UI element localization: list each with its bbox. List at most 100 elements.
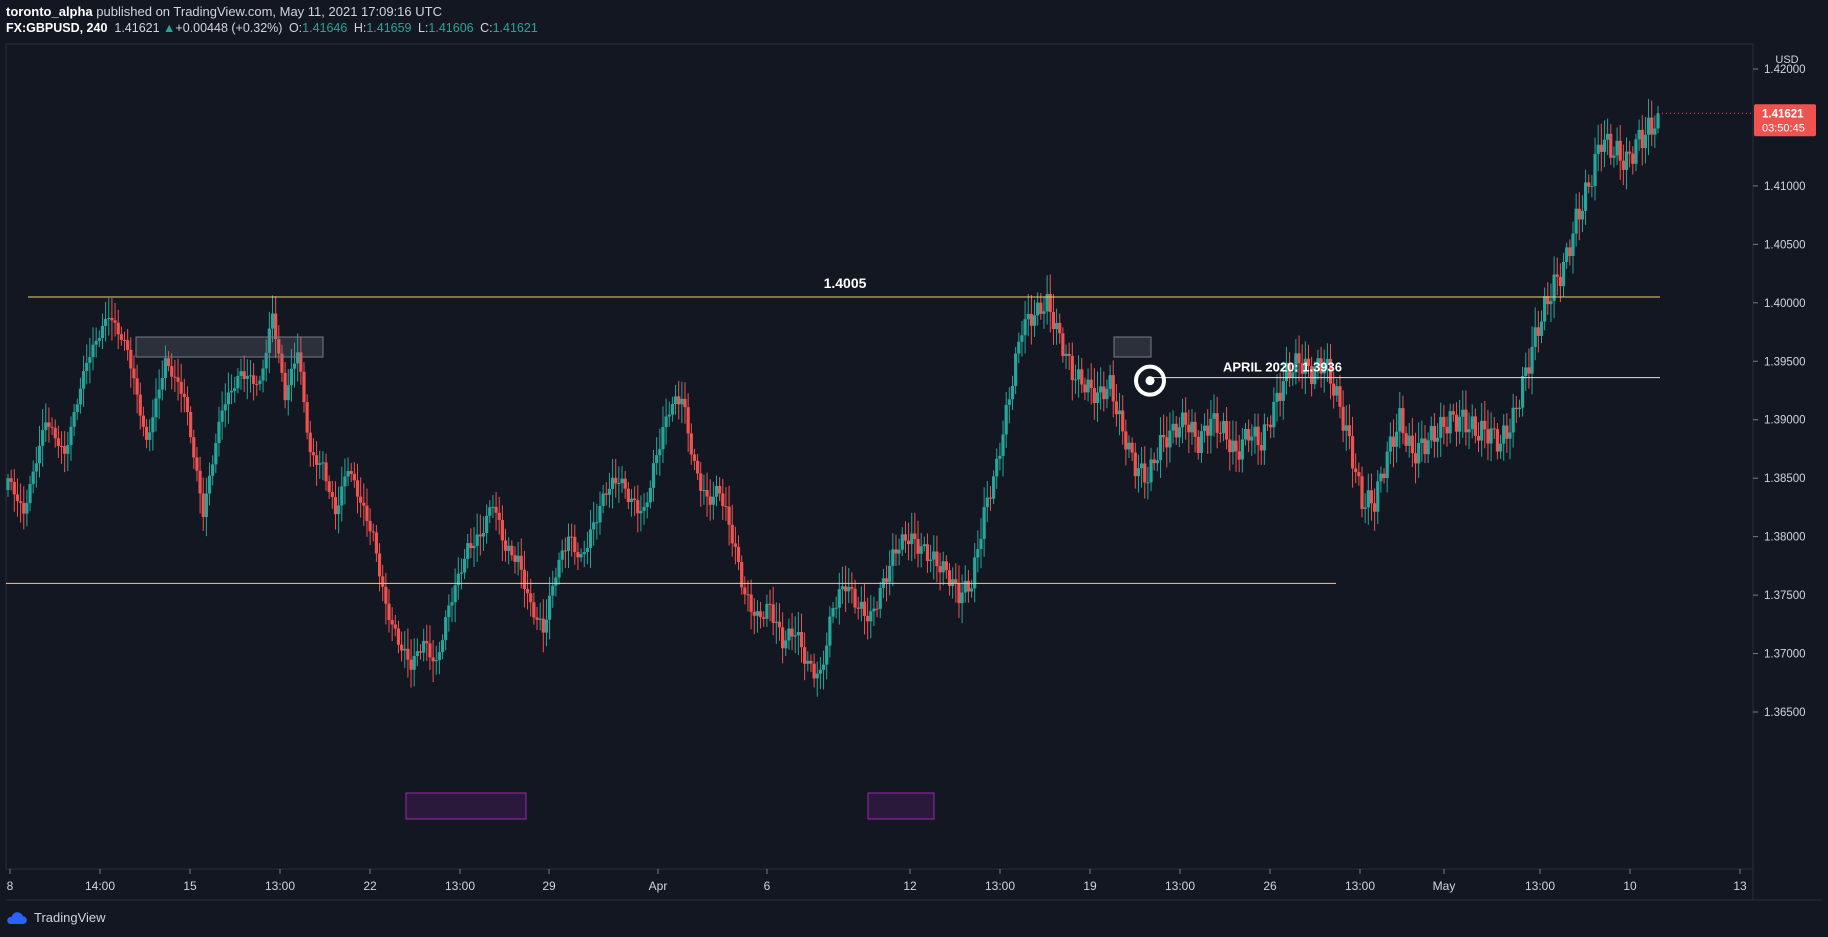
- candle-up: [680, 398, 684, 405]
- candle-up: [75, 404, 79, 413]
- candle-up: [859, 601, 863, 609]
- candle-up: [620, 478, 624, 483]
- symbol-name[interactable]: FX:GBPUSD, 240: [6, 21, 108, 35]
- candle-down: [925, 544, 930, 561]
- candle-up: [1077, 369, 1081, 380]
- candle-up: [94, 340, 98, 345]
- candle-up: [163, 358, 168, 378]
- candle-up: [544, 619, 549, 633]
- candle-down: [352, 473, 356, 481]
- candle-down: [371, 531, 375, 533]
- candle-up: [582, 551, 586, 555]
- candle-up: [554, 577, 558, 586]
- candle-up: [437, 652, 441, 661]
- candle-down: [1287, 362, 1292, 378]
- candle-down: [56, 438, 60, 446]
- candle-up: [1565, 247, 1569, 262]
- candle-down: [12, 481, 16, 495]
- candle-up: [217, 421, 221, 444]
- candle-up: [286, 385, 290, 401]
- candle-up: [610, 477, 615, 489]
- candle-up: [1385, 451, 1389, 479]
- candle-up: [960, 592, 964, 604]
- time-tick-label: 19: [1083, 879, 1097, 893]
- c-value: 1.41621: [492, 21, 538, 35]
- candle-up: [815, 673, 819, 679]
- candle-up: [1171, 423, 1175, 431]
- candle-down: [862, 601, 867, 616]
- candle-up: [1262, 424, 1266, 451]
- candle-down: [409, 659, 413, 670]
- author-name[interactable]: toronto_alpha: [6, 4, 93, 19]
- candle-up: [444, 617, 448, 641]
- candle-down: [299, 352, 303, 372]
- candle-up: [491, 506, 495, 508]
- candle-down: [18, 501, 23, 503]
- candle-down: [1328, 358, 1333, 384]
- candle-down: [173, 376, 177, 378]
- time-tick-label: 26: [1263, 879, 1277, 893]
- support-zone-right[interactable]: [867, 792, 935, 820]
- candle-down: [1121, 410, 1125, 432]
- candle-down: [393, 624, 397, 629]
- candle-up: [100, 325, 105, 339]
- candle-down: [743, 587, 747, 595]
- candle-up: [1533, 327, 1537, 347]
- brand-name: TradingView: [34, 910, 106, 925]
- candle-down: [368, 520, 372, 532]
- candle-up: [1127, 442, 1131, 450]
- candle-down: [497, 512, 501, 520]
- candle-up: [847, 586, 851, 592]
- candle-down: [570, 536, 574, 538]
- candle-down: [1130, 442, 1134, 453]
- time-axis[interactable]: 8 14:00 15 13:00 22 13:00 29 Apr 6 12 13:00 19 13:00…: [7, 869, 1747, 893]
- time-tick-label: 13:00: [1165, 879, 1195, 893]
- resistance-zone-right[interactable]: [1113, 336, 1152, 358]
- candle-up: [236, 375, 240, 389]
- candle-down: [1451, 411, 1455, 415]
- candle-up: [346, 471, 350, 477]
- candle-down: [736, 546, 741, 563]
- support-zone-left[interactable]: [405, 792, 527, 820]
- last-price-tag[interactable]: [1754, 104, 1816, 137]
- candle-up: [878, 587, 882, 609]
- candle-up: [1612, 155, 1616, 158]
- candle-down: [988, 497, 993, 499]
- candle-up: [422, 640, 426, 653]
- candle-up: [595, 522, 599, 524]
- candle-up: [1001, 434, 1005, 456]
- candle-up: [466, 543, 470, 559]
- candle-down: [53, 427, 57, 439]
- candle-up: [154, 398, 158, 418]
- candle-up: [661, 427, 665, 450]
- tradingview-logo[interactable]: TradingView: [6, 910, 106, 925]
- candle-down: [733, 543, 737, 547]
- candle-down: [1568, 247, 1572, 256]
- resistance-zone-left[interactable]: [135, 336, 324, 358]
- candle-up: [982, 507, 986, 539]
- candle-up: [1209, 418, 1213, 436]
- candle-down: [1354, 468, 1358, 473]
- candle-down: [1080, 369, 1084, 385]
- candle-down: [1174, 423, 1178, 438]
- candle-up: [415, 651, 419, 657]
- candle-up: [1366, 490, 1370, 508]
- bar-countdown: 03:50:45: [1762, 122, 1805, 134]
- candle-down: [500, 519, 504, 541]
- candle-up: [97, 338, 101, 341]
- price-axis[interactable]: USD 1.42000 1.41000 1.40500 1.40000 1.39500 1…: [1753, 54, 1816, 719]
- candle-up: [806, 660, 810, 664]
- candle-down: [396, 628, 401, 645]
- candle-down: [532, 602, 536, 618]
- candle-up: [1517, 407, 1522, 410]
- candle-up: [1583, 182, 1588, 211]
- candle-down: [1631, 153, 1635, 164]
- candle-down: [894, 549, 898, 554]
- candle-down: [513, 555, 517, 562]
- time-tick-label: May: [1433, 879, 1456, 893]
- candle-down: [390, 620, 394, 625]
- candle-up: [289, 368, 293, 386]
- price-tick-label: 1.37000: [1764, 649, 1806, 661]
- candle-up: [28, 484, 32, 504]
